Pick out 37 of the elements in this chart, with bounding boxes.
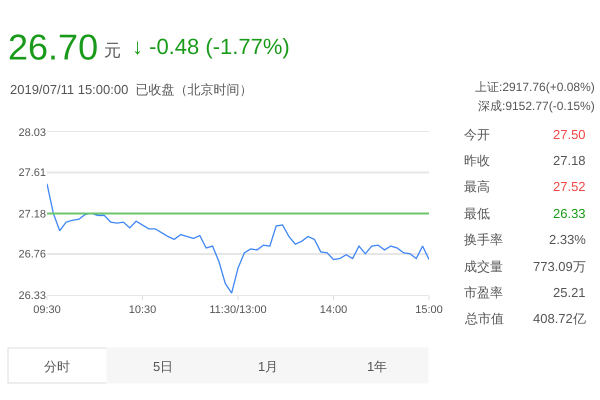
- text: 25.21: [553, 285, 586, 300]
- text: 深成:9152.77(-0.15%): [478, 99, 595, 113]
- y-tick-label: 26.33: [18, 290, 46, 302]
- text: 26.33: [553, 206, 586, 221]
- x-tick-label: 11:30/13:00: [209, 304, 267, 316]
- y-tick-label: 27.18: [18, 208, 46, 220]
- y-tick-label: 28.03: [18, 126, 46, 139]
- x-tick-label: 14:00: [320, 304, 348, 316]
- text: 成交量: [464, 259, 503, 274]
- text: 27.50: [553, 127, 586, 142]
- text: 今开: [464, 127, 490, 142]
- line-series: [47, 183, 429, 294]
- x-tick-label: 10:30: [128, 304, 156, 316]
- y-tick-label: 26.76: [18, 248, 46, 261]
- text: 1月: [258, 359, 278, 374]
- text: 市盈率: [464, 285, 503, 300]
- text: ↓ -0.48 (-1.77%): [132, 34, 290, 59]
- text: 5日: [153, 359, 174, 374]
- text: 2.33%: [549, 232, 586, 247]
- y-tick-label: 27.61: [18, 167, 46, 180]
- text: 换手率: [464, 232, 503, 247]
- text: 27.18: [553, 153, 586, 168]
- text: 分时: [44, 359, 70, 374]
- text: 1年: [367, 359, 388, 374]
- text: 27.52: [553, 179, 586, 194]
- x-tick-label: 09:30: [33, 304, 61, 316]
- chart-subtitle: 2019/07/11 15:00:00 已收盘（北京时间）: [10, 82, 253, 97]
- text: 773.09万: [533, 259, 586, 274]
- text: 上证:2917.76(+0.08%): [475, 80, 595, 94]
- text: 最低: [464, 206, 490, 221]
- chart-title: 26.70: [8, 26, 98, 68]
- text: 总市值: [464, 311, 504, 326]
- text: 元: [104, 41, 121, 60]
- x-tick-label: 15:00: [415, 304, 443, 316]
- text: 408.72亿: [533, 311, 586, 326]
- text: 最高: [464, 179, 490, 194]
- text: 昨收: [464, 153, 490, 168]
